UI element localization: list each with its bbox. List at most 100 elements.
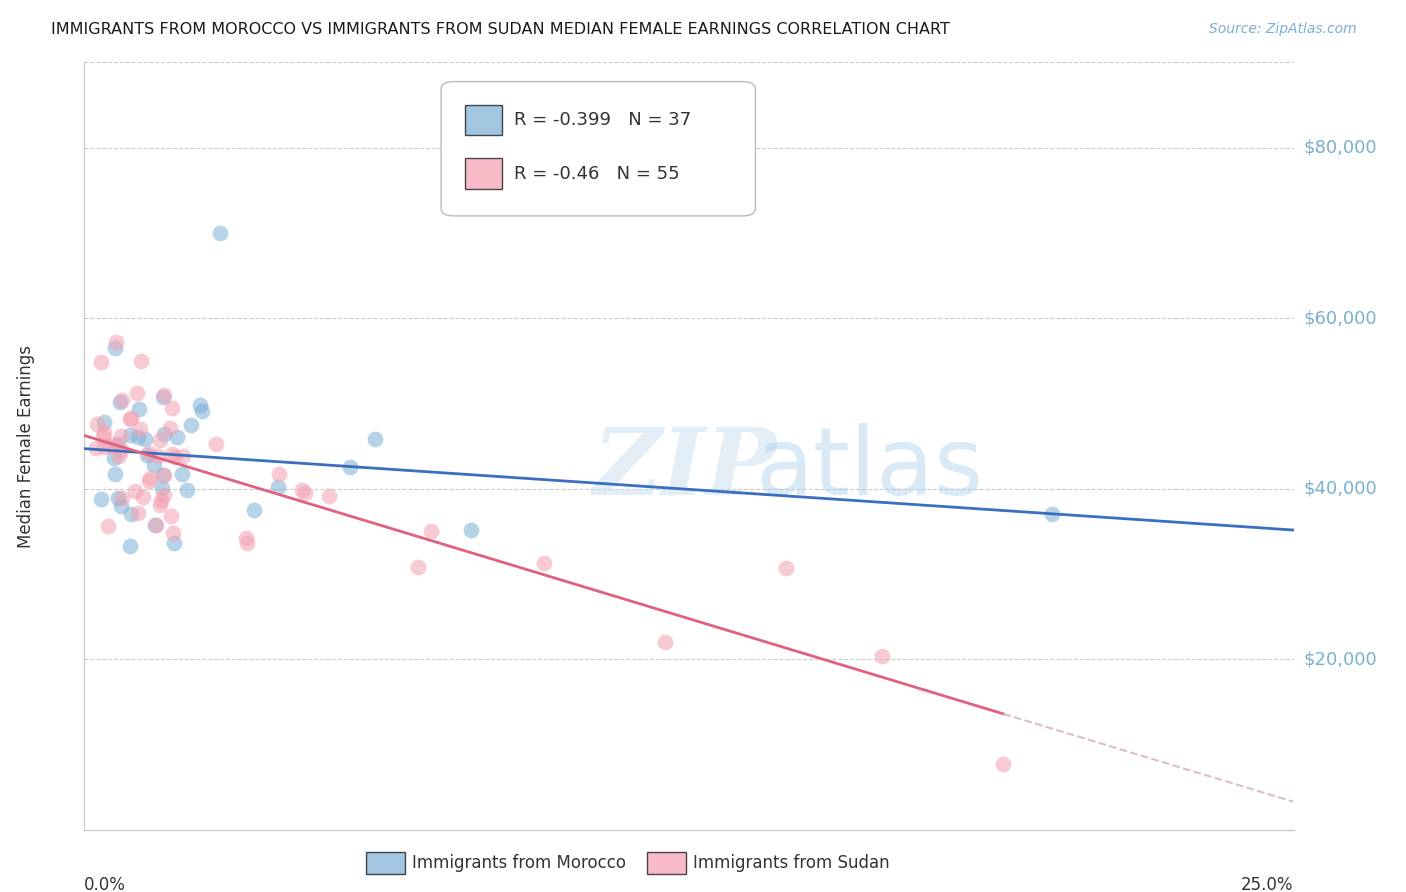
Point	[145, 518, 167, 533]
Point	[104, 467, 127, 481]
Point	[111, 393, 134, 408]
Point	[160, 401, 183, 415]
Text: Immigrants from Sudan: Immigrants from Sudan	[693, 855, 890, 872]
Point	[90, 355, 112, 369]
FancyBboxPatch shape	[465, 158, 502, 189]
Point	[872, 649, 894, 664]
Point	[110, 443, 132, 458]
Point	[118, 539, 141, 553]
Point	[111, 491, 134, 506]
Point	[267, 467, 290, 481]
Point	[110, 428, 132, 442]
Point	[149, 499, 172, 513]
Point	[107, 491, 129, 505]
Point	[208, 226, 231, 240]
Text: 0.0%: 0.0%	[84, 877, 127, 892]
Point	[129, 354, 152, 368]
Text: Immigrants from Morocco: Immigrants from Morocco	[412, 855, 626, 872]
Point	[180, 417, 202, 432]
Point	[159, 421, 181, 435]
Text: R = -0.399   N = 37: R = -0.399 N = 37	[513, 111, 690, 129]
Point	[93, 425, 115, 440]
Point	[408, 559, 430, 574]
Point	[163, 536, 186, 550]
Point	[153, 388, 176, 402]
Point	[93, 429, 115, 443]
Point	[134, 433, 156, 447]
FancyBboxPatch shape	[465, 104, 502, 136]
Point	[163, 450, 186, 464]
Point	[93, 440, 115, 454]
Point	[128, 422, 150, 436]
Point	[98, 439, 121, 453]
Point	[132, 490, 155, 504]
Point	[1040, 507, 1063, 521]
Point	[460, 523, 482, 537]
Point	[339, 460, 361, 475]
Point	[120, 410, 142, 425]
Point	[242, 503, 264, 517]
Text: R = -0.46   N = 55: R = -0.46 N = 55	[513, 165, 679, 183]
Point	[90, 492, 112, 507]
Point	[107, 437, 129, 451]
Point	[86, 417, 108, 431]
Point	[124, 484, 146, 499]
Point	[993, 756, 1015, 771]
Point	[150, 481, 173, 495]
Point	[104, 341, 127, 355]
Point	[84, 441, 107, 455]
Text: $80,000: $80,000	[1303, 138, 1376, 157]
Text: atlas: atlas	[755, 423, 984, 515]
Text: $60,000: $60,000	[1303, 310, 1376, 327]
Point	[363, 432, 385, 446]
Point	[104, 334, 127, 349]
Text: Median Female Earnings: Median Female Earnings	[17, 344, 35, 548]
Point	[125, 386, 148, 401]
Point	[176, 483, 198, 498]
Point	[191, 403, 214, 417]
Point	[153, 468, 176, 483]
Point	[160, 508, 183, 523]
Point	[654, 635, 676, 649]
Point	[108, 394, 131, 409]
Point	[294, 486, 316, 500]
Point	[162, 525, 184, 540]
Point	[419, 524, 441, 539]
Point	[533, 556, 555, 570]
Point	[103, 450, 125, 465]
Point	[152, 390, 174, 404]
Text: $20,000: $20,000	[1303, 650, 1376, 668]
Point	[128, 402, 150, 417]
Point	[172, 449, 194, 463]
Point	[103, 437, 125, 451]
Point	[150, 492, 173, 507]
Point	[127, 507, 149, 521]
Point	[172, 467, 194, 482]
Point	[143, 518, 166, 533]
Text: $40,000: $40,000	[1303, 480, 1376, 498]
Point	[153, 488, 176, 502]
Point	[236, 535, 259, 549]
Point	[118, 427, 141, 442]
Point	[149, 433, 172, 447]
Point	[120, 507, 142, 521]
Point	[235, 532, 257, 546]
Point	[205, 436, 228, 450]
Text: Source: ZipAtlas.com: Source: ZipAtlas.com	[1209, 22, 1357, 37]
Point	[142, 458, 165, 472]
Point	[108, 449, 131, 463]
Point	[110, 500, 132, 514]
Text: ZIP: ZIP	[592, 424, 776, 514]
Point	[138, 474, 160, 488]
Point	[152, 467, 174, 482]
Point	[188, 398, 211, 412]
Point	[93, 415, 115, 429]
Point	[153, 426, 176, 441]
Text: IMMIGRANTS FROM MOROCCO VS IMMIGRANTS FROM SUDAN MEDIAN FEMALE EARNINGS CORRELAT: IMMIGRANTS FROM MOROCCO VS IMMIGRANTS FR…	[51, 22, 949, 37]
Point	[775, 561, 797, 575]
Point	[136, 448, 159, 462]
Point	[97, 519, 120, 533]
Point	[267, 480, 290, 494]
FancyBboxPatch shape	[441, 82, 755, 216]
Point	[138, 446, 160, 460]
